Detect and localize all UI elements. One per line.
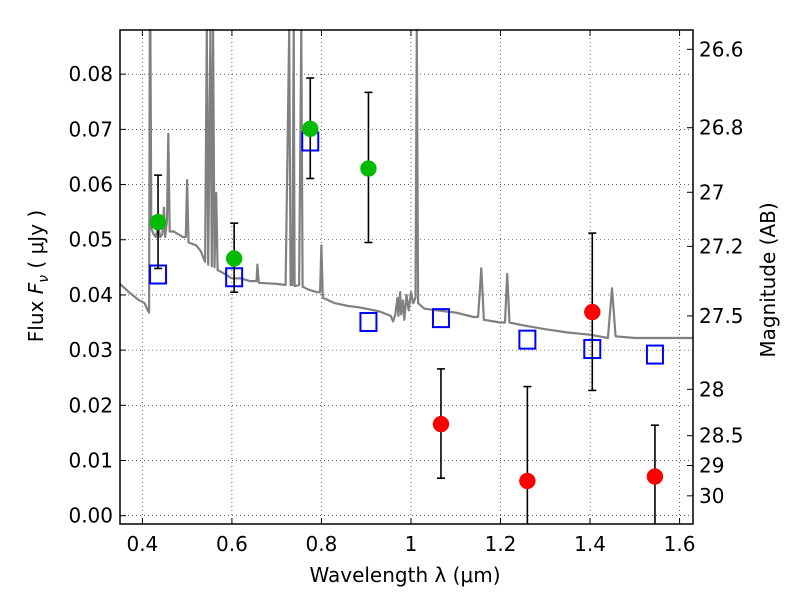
y2-axis-label: Magnitude (AB) (756, 202, 780, 357)
x-axis-label: Wavelength λ (μm) (309, 563, 500, 587)
y-axis-ticks: 0.00 0.01 0.02 0.03 0.04 0.05 0.06 0.07 0.08 (68, 62, 126, 528)
data-point-dot (302, 120, 319, 138)
model-point-square (518, 329, 537, 350)
spectrum-line (119, 28, 693, 340)
model-point-square (431, 308, 450, 329)
x-tick-label: 0.6 (216, 532, 248, 556)
y2-tick-label: 27.5 (699, 304, 744, 328)
y2-axis-ticks: 26.6 26.8 27 27.2 27.5 28 28.5 29 30 (687, 37, 744, 508)
model-spectrum (119, 28, 693, 340)
y-tick-label: 0.04 (68, 283, 113, 307)
y-tick-label: 0.06 (68, 173, 113, 197)
plot-frame (119, 29, 694, 525)
x-tick-label: 0.4 (126, 532, 158, 556)
y-axis-label-unit: ( μJy ) (24, 210, 48, 275)
data-point-dot (646, 468, 664, 485)
data-point-dot (432, 415, 450, 433)
y-axis-label: Flux Fν ( μJy ) (24, 210, 52, 342)
x-tick-label: 1.4 (574, 532, 606, 556)
y-tick-label: 0.03 (68, 338, 113, 362)
model-photometry (149, 131, 664, 365)
y-axis-label-subscript: ν (36, 275, 52, 283)
data-point-dot (149, 213, 167, 231)
y-tick-label: 0.01 (68, 449, 113, 473)
y2-tick-label: 28.5 (699, 424, 744, 448)
y2-tick-label: 28 (699, 377, 724, 401)
y-tick-label: 0.02 (68, 393, 113, 417)
y2-tick-label: 27 (699, 180, 724, 204)
data-point-dot (360, 160, 377, 177)
data-point-dot (519, 472, 536, 490)
data-point-dot (584, 303, 601, 321)
data-point-dot (225, 250, 243, 267)
y2-tick-label: 26.8 (699, 116, 744, 140)
x-tick-label: 1.6 (664, 532, 696, 556)
x-tick-label: 1.2 (485, 532, 517, 556)
y-axis-label-symbol: F (24, 282, 48, 294)
model-point-square (359, 311, 378, 332)
y-tick-label: 0.05 (68, 228, 113, 252)
model-point-square (645, 344, 664, 365)
y-tick-label: 0.07 (68, 117, 113, 141)
y-tick-label: 0.00 (68, 504, 113, 528)
x-tick-label: 1 (405, 532, 418, 556)
observed-photometry (149, 120, 664, 490)
y2-tick-label: 29 (699, 453, 724, 477)
y2-tick-label: 27.2 (699, 234, 744, 258)
y2-tick-label: 26.6 (699, 37, 744, 61)
y-tick-label: 0.08 (68, 62, 113, 86)
x-axis-ticks: 0.4 0.6 0.8 1 1.2 1.4 1.6 (126, 30, 695, 556)
y2-tick-label: 30 (699, 484, 724, 508)
x-tick-label: 0.8 (306, 532, 338, 556)
y-axis-label-prefix: Flux (24, 294, 48, 342)
